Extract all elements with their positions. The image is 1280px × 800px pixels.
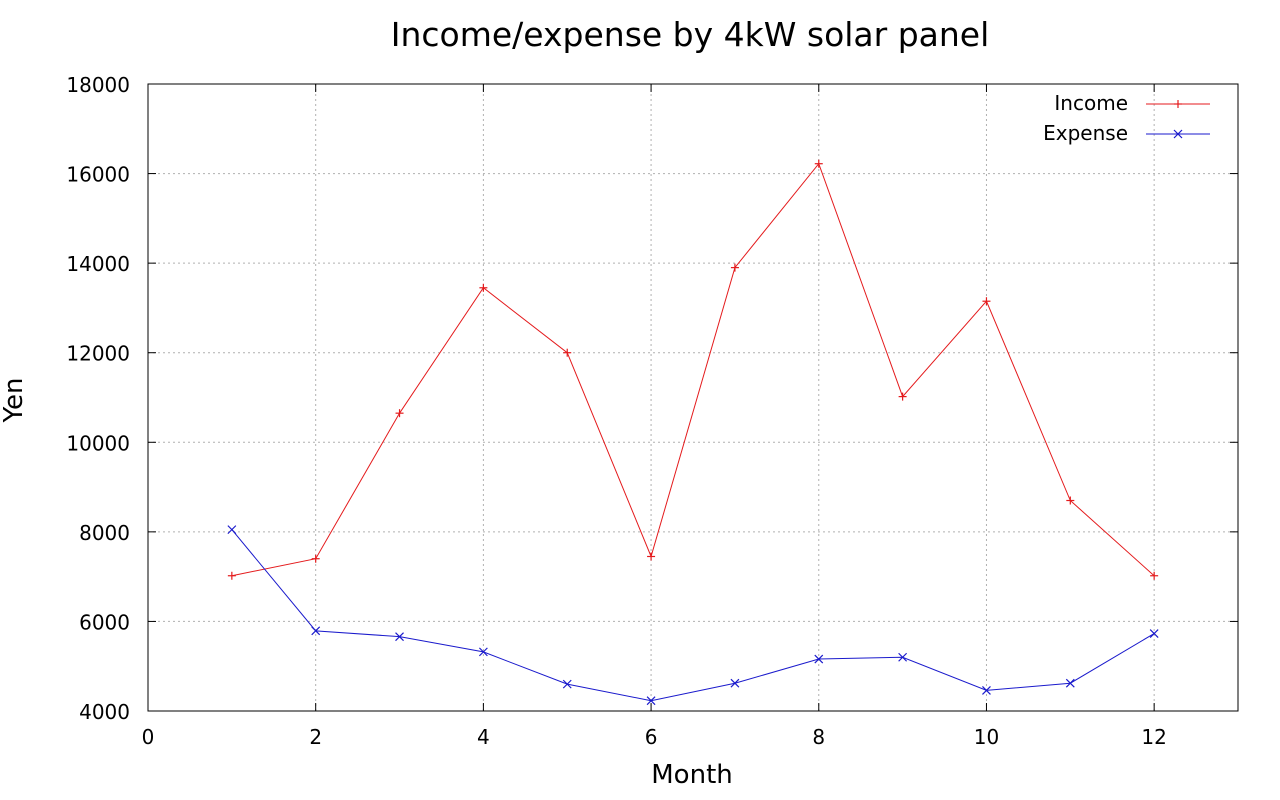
expense-series: [227, 525, 1159, 706]
income-point: [647, 552, 656, 561]
y-tick-label: 14000: [66, 252, 130, 276]
y-tick-label: 8000: [79, 521, 130, 545]
expense-line: [231, 529, 1155, 702]
income-point: [563, 348, 572, 357]
series-layer: [227, 159, 1159, 706]
y-tick-label: 18000: [66, 73, 130, 97]
legend-marker-expense: [1173, 129, 1183, 139]
x-axis-label: Month: [651, 760, 733, 790]
y-tick-label: 6000: [79, 610, 130, 634]
income-series: [227, 159, 1159, 580]
income-point: [395, 409, 404, 418]
income-point: [982, 297, 991, 306]
expense-point: [478, 647, 488, 657]
expense-point: [1065, 678, 1075, 688]
expense-point: [562, 679, 572, 689]
expense-point: [730, 678, 740, 688]
income-line: [231, 162, 1155, 577]
legend-marker-income: [1174, 100, 1182, 108]
x-tick-label: 4: [477, 725, 490, 749]
income-point: [730, 263, 739, 272]
chart-title: Income/expense by 4kW solar panel: [391, 15, 990, 54]
income-point: [227, 571, 236, 580]
legend: Income Expense: [1043, 91, 1210, 145]
income-point: [814, 159, 823, 168]
grid-layer: [148, 84, 1238, 711]
expense-point: [1149, 629, 1159, 638]
legend-item-income: Income: [1054, 91, 1210, 115]
income-point: [1150, 571, 1159, 580]
legend-label-income: Income: [1054, 91, 1128, 115]
income-point: [479, 283, 488, 292]
x-tick-label: 10: [974, 725, 999, 749]
x-tick-label: 0: [142, 725, 155, 749]
expense-point: [898, 652, 908, 662]
expense-point: [227, 525, 237, 535]
x-tick-label: 12: [1141, 725, 1166, 749]
income-point: [311, 554, 320, 563]
y-tick-label: 12000: [66, 342, 130, 366]
x-tick-label: 6: [645, 725, 658, 749]
legend-label-expense: Expense: [1043, 121, 1128, 145]
y-axis-label: Yen: [0, 378, 29, 424]
x-tick-label: 2: [309, 725, 322, 749]
x-tick-label: 8: [812, 725, 825, 749]
y-tick-label: 10000: [66, 431, 130, 455]
tick-layer: 0 2 4 6 8 10 12 4000 6000 8000 10000 12000 14000 1600…: [66, 73, 1238, 749]
y-tick-label: 4000: [79, 700, 130, 724]
income-point: [1066, 496, 1075, 505]
expense-point: [646, 696, 656, 706]
income-point: [898, 392, 907, 401]
expense-point: [395, 632, 404, 642]
legend-item-expense: Expense: [1043, 121, 1210, 145]
expense-point: [814, 654, 824, 664]
expense-point: [311, 626, 321, 636]
y-tick-label: 16000: [66, 163, 130, 187]
expense-point: [982, 685, 991, 695]
plot-frame: [147, 83, 1239, 712]
